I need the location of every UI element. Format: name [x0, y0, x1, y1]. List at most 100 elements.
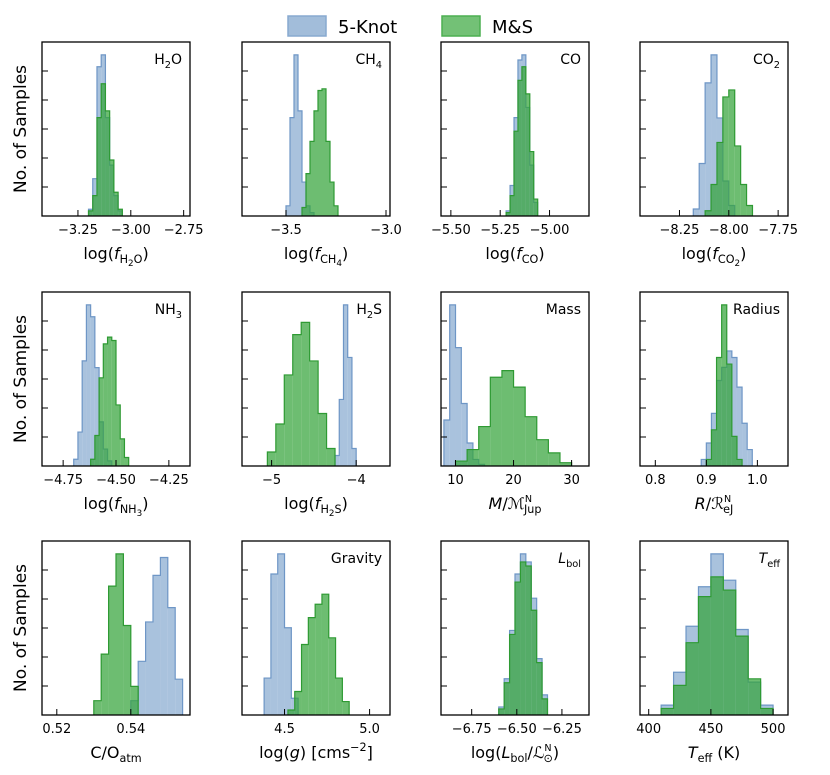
bar — [673, 685, 687, 715]
bar — [113, 192, 119, 216]
bar — [93, 700, 102, 715]
x-tick-label: 5.0 — [359, 722, 380, 737]
bar — [101, 654, 109, 715]
bar — [92, 195, 97, 216]
bar — [693, 208, 700, 216]
bar — [711, 429, 717, 466]
panel-6: 10 20 30 Mass M/ℳN Jup — [440, 291, 590, 516]
histogram-outline — [287, 593, 350, 715]
bar — [536, 662, 543, 715]
bar — [153, 575, 161, 715]
bar — [77, 432, 83, 466]
series-ms — [301, 88, 339, 216]
x-axis-label: Teff (K) — [688, 743, 740, 765]
bar — [284, 627, 292, 715]
bar — [267, 451, 276, 466]
bar — [722, 96, 729, 216]
histogram-outline — [498, 553, 549, 715]
histogram-outline — [498, 561, 549, 715]
histogram-outline — [266, 321, 336, 466]
bar — [124, 457, 129, 466]
histogram-outline — [90, 336, 130, 466]
bar — [116, 404, 121, 466]
panel-3: −8.25 −8.00 −7.75 CO2 log(fCO2) — [639, 41, 798, 269]
bar — [138, 661, 146, 715]
x-axis-label: log(fCO) — [485, 244, 544, 266]
series-ms — [90, 336, 130, 466]
bar — [734, 145, 741, 216]
bar — [94, 435, 100, 466]
x-axis-label: log(fCH4) — [284, 244, 348, 269]
histogram-outline — [505, 66, 539, 216]
bar — [747, 449, 753, 466]
panel-label: Teff — [759, 551, 781, 570]
bar — [294, 691, 302, 715]
bar — [294, 54, 298, 216]
bar — [145, 621, 153, 715]
bar — [96, 117, 102, 216]
bar — [728, 89, 735, 216]
bar — [315, 604, 322, 715]
panel-0: −3.25 −3.00 −2.75 H2O log(fH2O) — [41, 41, 204, 269]
x-tick-label: 500 — [761, 722, 786, 737]
bar — [321, 594, 329, 715]
panel-10: −6.75 −6.50 −6.25 Lbol log(Lbol/ℒN ⊙) — [440, 540, 590, 765]
bar — [103, 343, 108, 466]
bar — [270, 574, 278, 715]
ylabels: No. of Samples No. of Samples No. of Sampl… — [11, 65, 31, 692]
x-tick-label: 0.8 — [645, 473, 666, 488]
bar — [723, 590, 736, 715]
bar — [73, 459, 78, 466]
bar — [301, 322, 310, 466]
panel-label: Mass — [546, 302, 581, 318]
bar — [706, 459, 712, 466]
x-tick-label: −5.00 — [530, 223, 570, 238]
bar — [525, 565, 532, 715]
x-tick-label: 20 — [505, 473, 522, 488]
series-5knot — [263, 553, 299, 715]
bar — [501, 370, 514, 466]
bar — [515, 582, 521, 715]
bar — [699, 163, 706, 216]
bar — [514, 131, 518, 216]
bar — [705, 82, 712, 216]
series-5knot — [130, 556, 184, 715]
bar — [160, 557, 168, 715]
x-tick-label: −2.75 — [164, 223, 204, 238]
bar — [520, 561, 526, 715]
bar — [509, 634, 515, 715]
bar — [82, 360, 87, 466]
bar — [326, 448, 336, 466]
histogram-outline — [705, 304, 743, 466]
panel-label: Lbol — [558, 551, 581, 570]
bar — [318, 413, 327, 466]
bar — [109, 160, 114, 216]
bar — [339, 399, 344, 466]
bar — [455, 347, 462, 466]
bar — [167, 607, 176, 715]
bar — [328, 637, 336, 715]
bar — [347, 357, 352, 466]
bar — [525, 93, 530, 216]
bar — [264, 678, 271, 715]
bar — [711, 54, 717, 216]
series-ms — [498, 561, 549, 715]
bar — [736, 387, 743, 466]
bar — [343, 304, 348, 466]
x-tick-label: 400 — [636, 722, 661, 737]
bar — [760, 708, 774, 715]
panel-label: CO — [560, 52, 581, 68]
histogram-outline — [301, 88, 339, 216]
bar — [531, 610, 537, 715]
x-tick-label: −4.75 — [43, 473, 83, 488]
x-tick-label: −8.00 — [709, 223, 749, 238]
x-tick-label: −5.50 — [431, 223, 471, 238]
bar — [290, 117, 294, 216]
panel-4: −4.75 −4.50 −4.25 NH3 log(fNH3) — [41, 291, 191, 519]
bar — [94, 367, 100, 466]
x-tick-label: −5 — [262, 473, 281, 488]
bar — [721, 304, 727, 466]
x-tick-label: −3.25 — [58, 223, 98, 238]
bar — [88, 210, 93, 216]
x-tick-label: −3.0 — [370, 223, 402, 238]
